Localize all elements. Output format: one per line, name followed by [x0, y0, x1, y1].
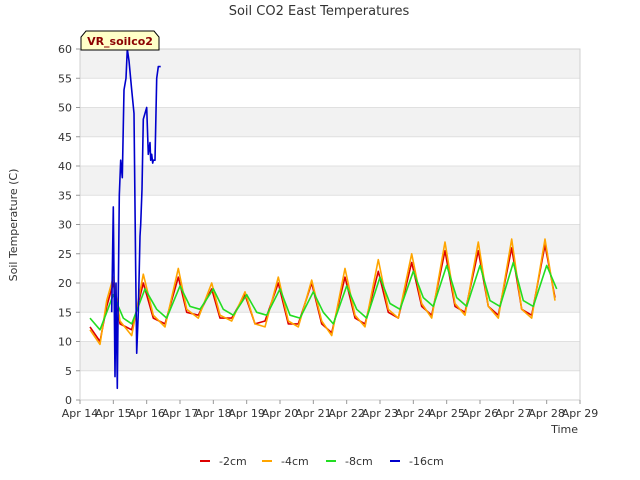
- y-tick-label: 5: [65, 365, 72, 378]
- y-tick-label: 0: [65, 394, 72, 407]
- x-tick-label: Apr 28: [528, 407, 565, 420]
- x-tick-label: Apr 29: [562, 407, 599, 420]
- legend-label: -2cm: [219, 455, 247, 468]
- y-axis-label: Soil Temperature (C): [7, 169, 20, 282]
- y-tick-label: 35: [58, 189, 72, 202]
- legend: -2cm -4cm -8cm -16cm: [200, 455, 444, 468]
- y-tick-label: 30: [58, 219, 72, 232]
- x-tick-label: Apr 16: [128, 407, 165, 420]
- grid-band: [80, 283, 580, 313]
- y-tick-label: 40: [58, 160, 72, 173]
- grid-band: [80, 195, 580, 225]
- grid-band: [80, 78, 580, 108]
- grid-band: [80, 370, 580, 400]
- y-tick-label: 15: [58, 306, 72, 319]
- x-axis-label: Time: [550, 423, 578, 436]
- grid-bands: [80, 49, 580, 401]
- chart-title: Soil CO2 East Temperatures: [229, 4, 410, 19]
- x-tick-label: Apr 15: [95, 407, 132, 420]
- y-tick-label: 25: [58, 248, 72, 261]
- x-tick-label: Apr 21: [295, 407, 332, 420]
- station-label-box: VR_soilco2: [80, 30, 160, 51]
- x-tick-label: Apr 24: [395, 407, 432, 420]
- y-tick-label: 60: [58, 43, 72, 56]
- grid-band: [80, 136, 580, 166]
- grid-band: [80, 166, 580, 196]
- series-line-16cm: [110, 48, 161, 390]
- y-tick-label: 55: [58, 72, 72, 85]
- x-tick-label: Apr 26: [462, 407, 499, 420]
- y-tick-label: 20: [58, 277, 72, 290]
- x-tick-label: Apr 19: [228, 407, 265, 420]
- x-tick-label: Apr 17: [162, 407, 199, 420]
- x-tick-label: Apr 27: [495, 407, 532, 420]
- grid-band: [80, 224, 580, 254]
- y-tick-label: 10: [58, 336, 72, 349]
- y-axis: 0 5 10 15 20 25 30 35 40 45 50 55 60: [58, 43, 80, 407]
- legend-label: -16cm: [409, 455, 444, 468]
- x-tick-label: Apr 20: [262, 407, 299, 420]
- series-layer: [89, 48, 558, 390]
- y-tick-label: 45: [58, 131, 72, 144]
- grid-band: [80, 341, 580, 371]
- grid-band: [80, 107, 580, 137]
- x-tick-label: Apr 18: [195, 407, 232, 420]
- station-label: VR_soilco2: [87, 35, 153, 48]
- legend-label: -8cm: [345, 455, 373, 468]
- x-tick-label: Apr 22: [328, 407, 365, 420]
- grid-band: [80, 49, 580, 79]
- x-tick-label: Apr 14: [62, 407, 99, 420]
- legend-label: -4cm: [281, 455, 309, 468]
- series-line-8cm: [89, 261, 558, 331]
- y-tick-label: 50: [58, 102, 72, 115]
- x-tick-label: Apr 23: [362, 407, 399, 420]
- x-tick-label: Apr 25: [428, 407, 465, 420]
- grid-band: [80, 253, 580, 283]
